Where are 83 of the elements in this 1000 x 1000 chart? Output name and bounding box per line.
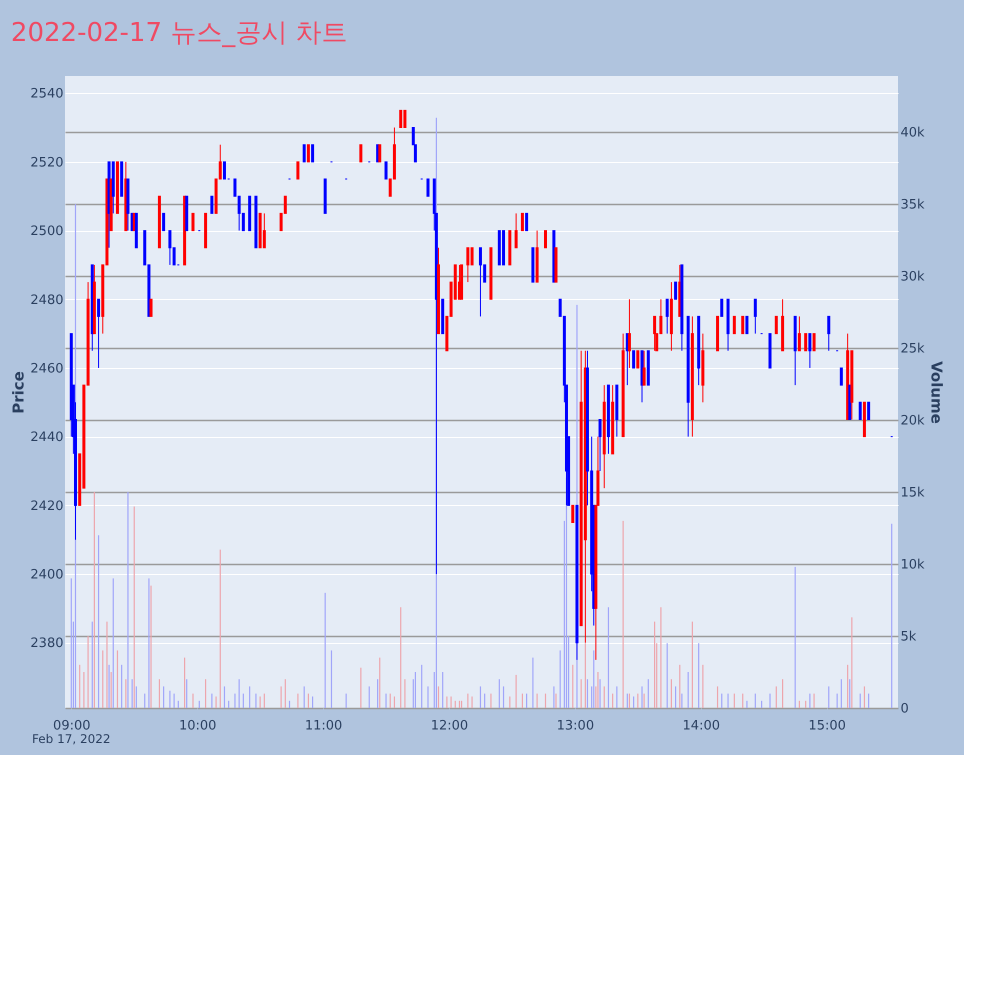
y-tick-label: 2540	[30, 86, 64, 102]
candlestick	[120, 161, 124, 197]
candlestick	[840, 367, 843, 386]
y-tick-label: 2500	[30, 224, 64, 240]
candlestick	[745, 316, 748, 334]
candlestick	[502, 230, 506, 266]
y-tick-label: 2520	[30, 155, 64, 170]
candlestick	[858, 402, 862, 420]
candlestick	[306, 144, 310, 162]
candlestick	[134, 212, 138, 248]
candlestick	[470, 247, 474, 266]
candlestick	[210, 196, 214, 214]
candlestick	[848, 384, 852, 420]
candlestick	[498, 230, 501, 266]
y-tick-label: 2480	[30, 292, 64, 308]
candlestick	[222, 161, 226, 180]
candlestick	[716, 316, 720, 352]
candlestick	[248, 196, 252, 232]
candlestick	[403, 110, 406, 128]
candlestick	[441, 298, 444, 334]
candlestick	[552, 230, 556, 283]
candlestick	[324, 178, 327, 214]
x-tick-label: 12:00	[430, 718, 468, 734]
candlestick	[804, 333, 808, 352]
x-tick-label: 15:00	[808, 718, 846, 734]
x-tick-label: 09:00	[53, 718, 91, 734]
candlestick	[296, 161, 300, 180]
y-tick-label: 2380	[30, 636, 64, 652]
x-tick-label: 14:00	[682, 718, 720, 734]
candlestick	[158, 196, 161, 248]
candlestick	[150, 298, 153, 317]
candlestick	[531, 247, 534, 283]
y2-tick-label: 35k	[900, 198, 926, 213]
y-tick-label: 2420	[30, 498, 64, 514]
y2-tick-label: 0	[900, 702, 909, 716]
candlestick	[204, 212, 208, 248]
candlestick	[867, 402, 870, 420]
candlestick	[359, 144, 362, 162]
candlestick	[384, 161, 388, 180]
candlestick	[258, 212, 262, 248]
candlestick	[632, 350, 636, 368]
y2-tick-label: 5k	[900, 630, 917, 645]
candlestick	[862, 402, 866, 438]
y-axis-title: Price	[9, 371, 28, 414]
candlestick	[311, 144, 314, 162]
candlestick	[812, 333, 816, 352]
candlestick	[741, 316, 744, 334]
candlestick	[732, 316, 736, 334]
x-tick-label: 13:00	[556, 718, 594, 734]
y2-axis-title: Volume	[928, 361, 946, 424]
y2-tick-label: 25k	[900, 342, 926, 357]
y-tick-label: 2460	[30, 361, 64, 376]
candlestick	[636, 350, 640, 368]
candlestick	[162, 212, 166, 232]
y2-tick-label: 30k	[900, 270, 926, 285]
candlestick	[376, 144, 380, 162]
chart-title: 2022-02-17 뉴스_공시 차트	[10, 18, 348, 48]
y2-tick-label: 15k	[900, 486, 926, 501]
y2-tick-label: 10k	[900, 558, 926, 573]
candlestick	[525, 212, 528, 232]
candlestick	[116, 161, 119, 214]
candlestick	[399, 110, 402, 128]
x-tick-label: 11:00	[304, 718, 342, 734]
y2-tick-label: 20k	[900, 414, 926, 429]
y-tick-label: 2440	[30, 430, 64, 446]
candlestick	[774, 316, 778, 334]
candlestick	[508, 230, 512, 266]
candlestick	[185, 196, 188, 232]
candlestick	[460, 264, 464, 300]
candlestick	[720, 298, 724, 317]
candlestick	[674, 282, 678, 300]
candlestick	[571, 504, 574, 524]
candlestick	[254, 196, 258, 248]
x-tick-label: 10:00	[178, 718, 216, 734]
text: Feb 17, 2022	[32, 732, 111, 746]
candlestick	[302, 144, 306, 162]
candlestick	[520, 212, 524, 232]
candlestick	[378, 144, 382, 162]
candlestick	[183, 196, 186, 266]
candlestick	[489, 247, 492, 300]
y-tick-label: 2400	[30, 568, 64, 583]
y2-tick-label: 40k	[900, 126, 926, 141]
candlestick	[646, 350, 650, 386]
